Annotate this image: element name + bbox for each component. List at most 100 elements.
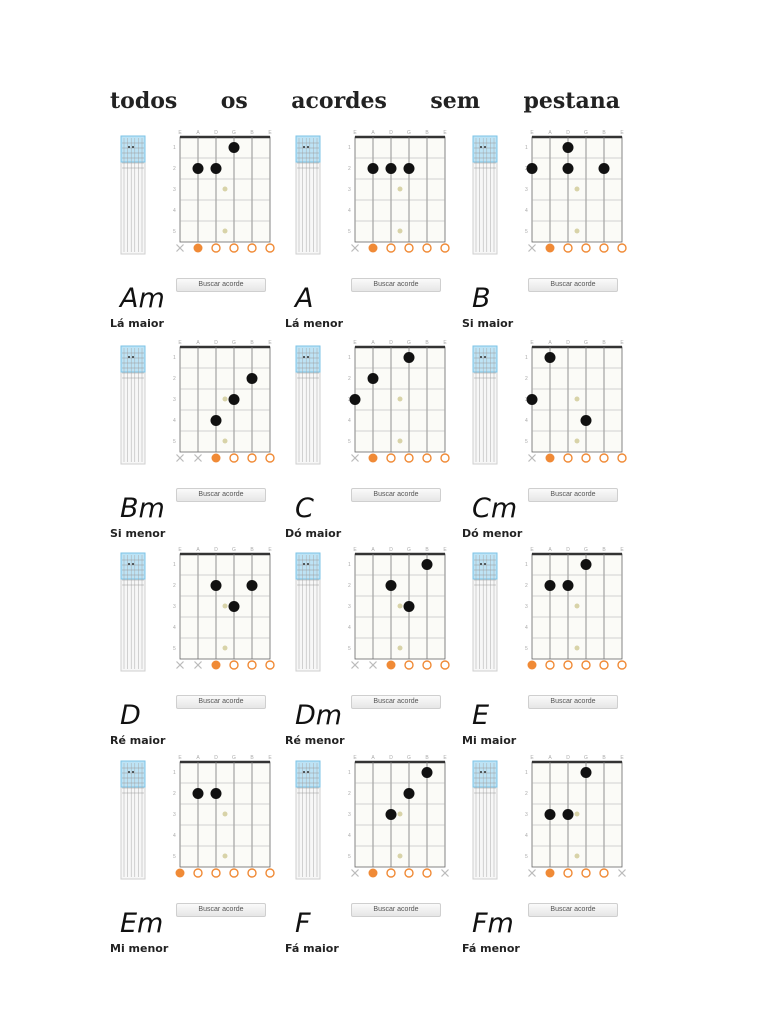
chord-description: Si menor — [110, 527, 166, 540]
string-name-label: A — [196, 547, 200, 553]
buscar-acorde-button[interactable]: Buscar acorde — [528, 278, 618, 292]
string-name-label: G — [407, 340, 411, 346]
string-name-label: B — [602, 755, 606, 761]
chord-diagram-bm: E A D G B E 1 2 3 4 5 Buscar acorde Bm Si menor — [110, 340, 280, 545]
finger-dot — [562, 163, 574, 174]
muted-string-icon — [176, 244, 184, 252]
string-name-label: B — [425, 755, 429, 761]
finger-dot — [526, 394, 538, 405]
open-string-icon — [581, 243, 591, 253]
muted-string-icon — [194, 661, 202, 669]
root-string-icon — [211, 660, 221, 670]
finger-dot — [367, 373, 379, 384]
string-name-label: A — [548, 130, 552, 136]
neck-preview-icon — [295, 552, 321, 672]
string-name-label: D — [389, 547, 393, 553]
fret-number-label: 3 — [348, 397, 351, 403]
muted-string-icon — [351, 244, 359, 252]
buscar-acorde-button[interactable]: Buscar acorde — [528, 695, 618, 709]
string-name-label: E — [268, 340, 272, 346]
fret-number-label: 2 — [525, 791, 528, 797]
muted-string-icon — [351, 869, 359, 877]
string-name-label: A — [196, 130, 200, 136]
fret-number-label: 3 — [173, 812, 176, 818]
finger-dot — [421, 559, 433, 570]
finger-dot — [349, 394, 361, 405]
title-word: acordes — [291, 88, 387, 114]
fretboard: E A D G B E 1 2 3 4 5 — [173, 547, 275, 670]
finger-dot — [246, 373, 258, 384]
open-string-icon — [247, 868, 257, 878]
string-name-label: B — [250, 130, 254, 136]
open-string-icon — [440, 660, 450, 670]
buscar-acorde-button[interactable]: Buscar acorde — [351, 488, 441, 502]
neck-preview-icon — [120, 760, 146, 880]
fret-number-label: 2 — [348, 791, 351, 797]
root-string-icon — [193, 243, 203, 253]
buscar-acorde-button[interactable]: Buscar acorde — [176, 278, 266, 292]
string-name-label: G — [407, 755, 411, 761]
fret-number-label: 4 — [348, 833, 351, 839]
buscar-acorde-button[interactable]: Buscar acorde — [528, 903, 618, 917]
string-name-label: E — [530, 547, 534, 553]
fret-number-label: 3 — [348, 812, 351, 818]
string-name-label: A — [196, 755, 200, 761]
open-string-icon — [404, 868, 414, 878]
muted-string-icon — [194, 454, 202, 462]
finger-dot — [210, 788, 222, 799]
open-string-icon — [229, 453, 239, 463]
open-string-icon — [599, 243, 609, 253]
open-string-icon — [211, 243, 221, 253]
fret-number-label: 4 — [525, 418, 528, 424]
finger-dot — [246, 580, 258, 591]
root-string-icon — [211, 453, 221, 463]
string-name-label: D — [214, 340, 218, 346]
buscar-acorde-button[interactable]: Buscar acorde — [176, 695, 266, 709]
muted-string-icon — [369, 661, 377, 669]
finger-dot — [403, 788, 415, 799]
muted-string-icon — [351, 454, 359, 462]
string-name-label: G — [584, 755, 588, 761]
buscar-acorde-button[interactable]: Buscar acorde — [351, 903, 441, 917]
chord-name: Bm — [120, 493, 165, 524]
fret-number-label: 1 — [348, 355, 351, 361]
fretboard: E A D G B E 1 2 3 4 5 — [348, 547, 450, 670]
finger-dot — [210, 415, 222, 426]
fret-number-label: 3 — [525, 812, 528, 818]
chord-diagram-d: E A D G B E 1 2 3 4 5 Buscar acorde D Ré maior — [110, 547, 280, 752]
muted-string-icon — [528, 244, 536, 252]
fret-number-label: 1 — [348, 562, 351, 568]
fret-number-label: 5 — [525, 646, 528, 652]
open-string-icon — [422, 243, 432, 253]
fret-number-label: 1 — [525, 770, 528, 776]
finger-dot — [385, 163, 397, 174]
fretboard: E A D G B E 1 2 3 4 5 — [525, 547, 627, 670]
chord-diagram-cm: E A D G B E 1 2 3 4 5 Buscar acorde Cm Dó menor — [462, 340, 632, 545]
fret-number-label: 2 — [173, 791, 176, 797]
string-name-label: B — [425, 130, 429, 136]
finger-dot — [544, 809, 556, 820]
root-string-icon — [545, 868, 555, 878]
fret-number-label: 5 — [173, 439, 176, 445]
fret-number-label: 5 — [348, 646, 351, 652]
title-word: pestana — [523, 88, 620, 114]
string-name-label: D — [214, 547, 218, 553]
fret-number-label: 2 — [525, 583, 528, 589]
string-name-label: E — [620, 755, 624, 761]
fretboard: E A D G B E 1 2 3 4 5 — [525, 130, 627, 253]
string-name-label: E — [443, 755, 447, 761]
neck-preview-icon — [472, 552, 498, 672]
string-name-label: E — [443, 340, 447, 346]
buscar-acorde-button[interactable]: Buscar acorde — [176, 903, 266, 917]
buscar-acorde-button[interactable]: Buscar acorde — [176, 488, 266, 502]
buscar-acorde-button[interactable]: Buscar acorde — [528, 488, 618, 502]
open-string-icon — [265, 868, 275, 878]
finger-dot — [385, 580, 397, 591]
buscar-acorde-button[interactable]: Buscar acorde — [351, 278, 441, 292]
neck-preview-icon — [472, 135, 498, 255]
string-name-label: E — [443, 547, 447, 553]
buscar-acorde-button[interactable]: Buscar acorde — [351, 695, 441, 709]
string-name-label: B — [602, 547, 606, 553]
string-name-label: A — [548, 547, 552, 553]
open-string-icon — [386, 453, 396, 463]
